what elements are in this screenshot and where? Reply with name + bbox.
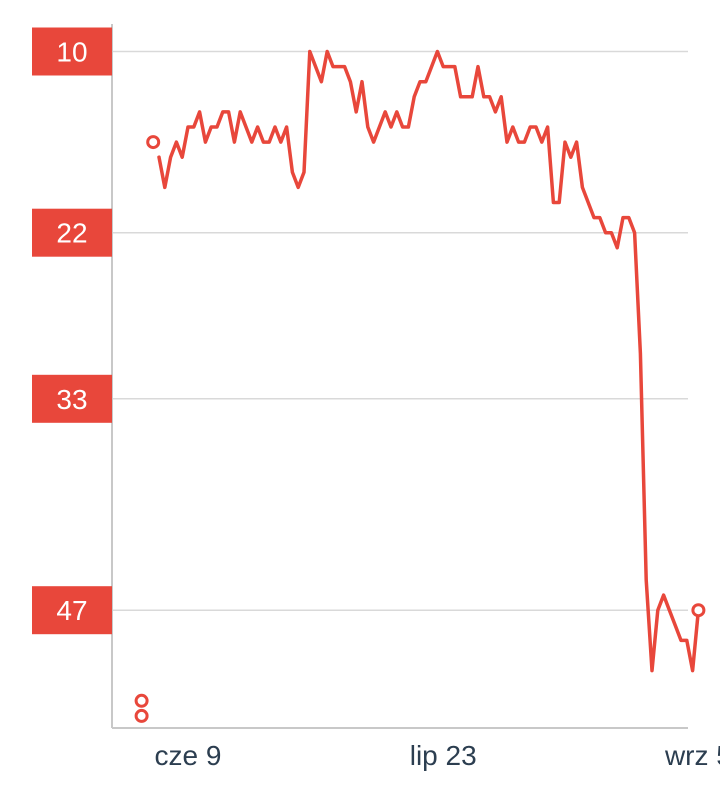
data-point-marker bbox=[146, 135, 161, 150]
data-point-marker bbox=[134, 708, 149, 723]
x-tick-label: lip 23 bbox=[410, 740, 477, 771]
y-tick-layer: 10 22 33 47 bbox=[32, 27, 112, 635]
series-line bbox=[157, 49, 701, 673]
x-tick-layer: cze 9 lip 23 wrz 5 bbox=[155, 740, 720, 771]
data-point-marker bbox=[691, 603, 706, 618]
y-tick-label: 10 bbox=[56, 37, 87, 68]
x-tick-label: cze 9 bbox=[155, 740, 222, 771]
data-point-marker bbox=[134, 693, 149, 708]
y-tick-label: 22 bbox=[56, 218, 87, 249]
marker-layer bbox=[134, 135, 706, 723]
y-tick-badge bbox=[32, 27, 112, 76]
y-tick-badge bbox=[32, 586, 112, 635]
y-tick-badge bbox=[32, 208, 112, 257]
y-tick-label: 33 bbox=[56, 384, 87, 415]
grid-layer bbox=[112, 50, 688, 611]
y-tick-badge bbox=[32, 374, 112, 423]
x-tick-label: wrz 5 bbox=[664, 740, 720, 771]
y-tick-label: 47 bbox=[56, 595, 87, 626]
series-layer bbox=[157, 49, 701, 673]
